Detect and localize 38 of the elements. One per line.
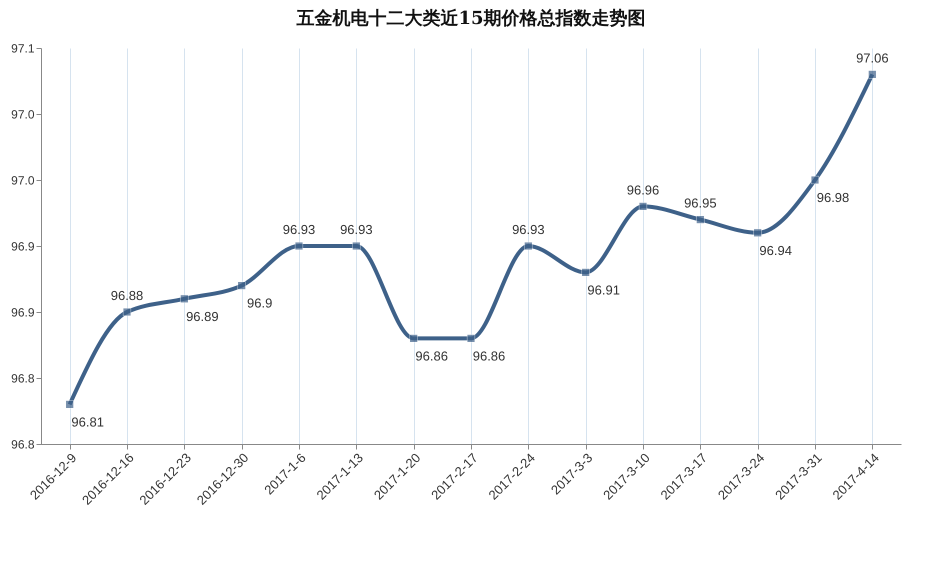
point — [754, 228, 762, 237]
data-label: 96.81 — [71, 414, 104, 430]
data-label: 96.86 — [472, 348, 506, 364]
point — [582, 268, 590, 277]
data-label: 96.89 — [186, 308, 219, 324]
y-tick-label: 96.8 — [11, 372, 35, 386]
data-label: 96.91 — [587, 282, 620, 298]
data-label: 96.93 — [340, 222, 373, 237]
y-tick-label: 96.9 — [11, 306, 35, 320]
data-label: 96.95 — [684, 196, 717, 211]
point — [524, 242, 532, 250]
point — [352, 242, 360, 250]
y-tick-label: 96.8 — [11, 438, 35, 452]
data-label: 96.96 — [626, 182, 660, 198]
point — [66, 400, 74, 409]
data-label: 96.9 — [247, 296, 272, 311]
y-tick-label: 96.9 — [11, 240, 35, 254]
point — [122, 308, 132, 316]
point — [868, 70, 876, 79]
data-label: 96.86 — [415, 348, 448, 364]
point — [410, 334, 418, 343]
data-label: 96.93 — [282, 222, 316, 237]
y-tick-label: 97.0 — [11, 174, 35, 188]
chart-title: 五金机电十二大类近15期价格总指数走势图 — [295, 8, 646, 29]
y-tick-label: 97.1 — [11, 42, 35, 56]
data-label: 96.93 — [512, 222, 545, 237]
data-label: 96.98 — [816, 190, 850, 205]
y-tick-label: 97.0 — [11, 108, 35, 122]
point — [238, 281, 246, 290]
point — [294, 242, 304, 250]
point — [180, 294, 188, 303]
data-label: 97.06 — [856, 50, 889, 66]
data-label: 96.88 — [110, 288, 144, 303]
point — [638, 202, 648, 211]
point — [466, 334, 476, 343]
point — [696, 215, 704, 224]
data-label: 96.94 — [759, 242, 792, 258]
point — [810, 176, 820, 184]
